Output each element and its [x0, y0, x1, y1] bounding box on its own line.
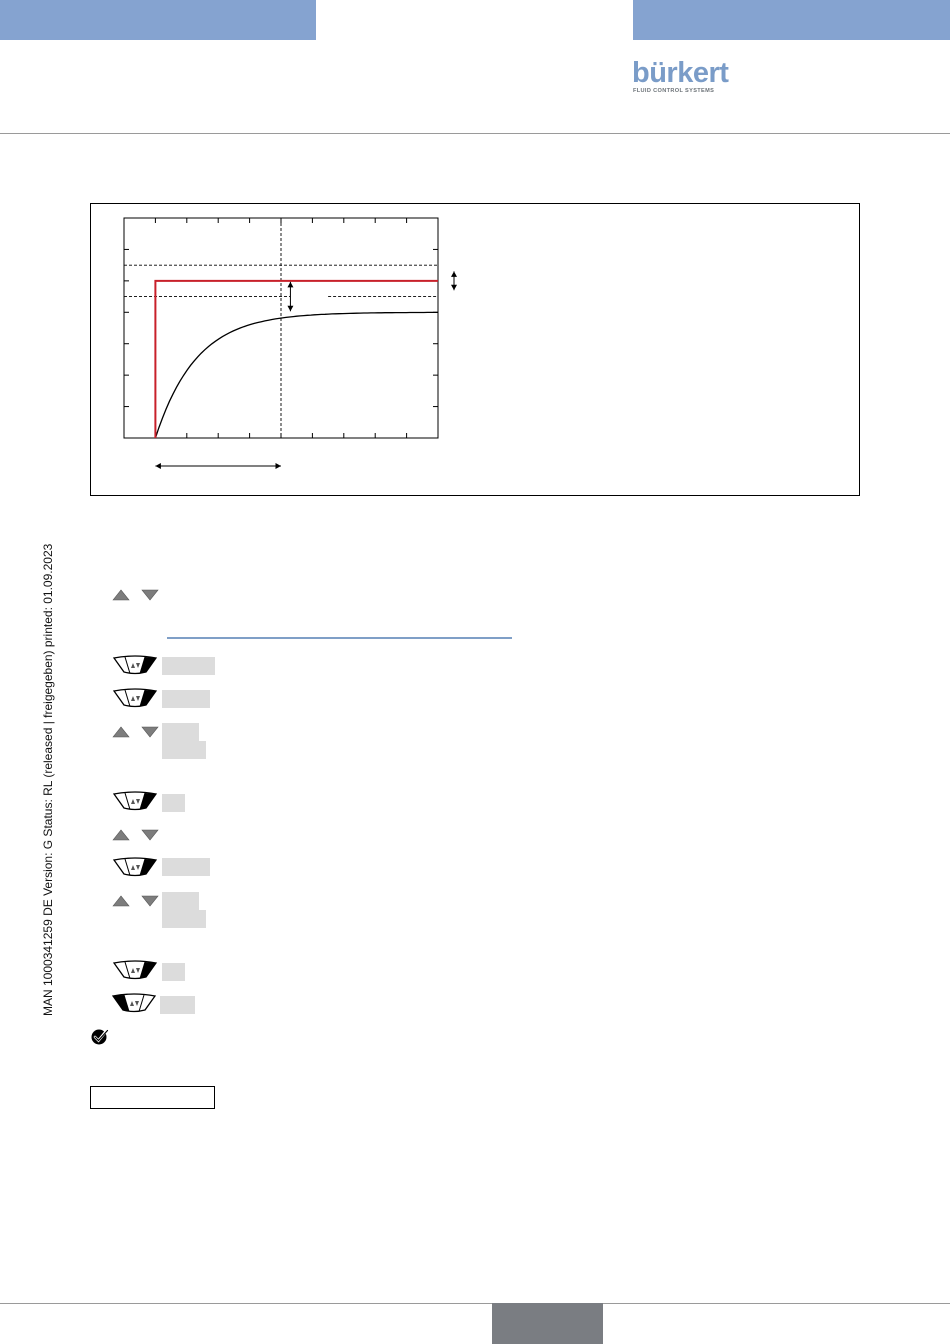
process-value-curve — [154, 311, 438, 439]
time-span-arrow-head — [155, 463, 161, 469]
menu-field — [162, 741, 206, 759]
header-band-right — [633, 0, 950, 40]
menu-field — [162, 892, 199, 910]
step-response-chart — [123, 217, 457, 469]
menu-field — [162, 963, 185, 981]
document-status-stamp: MAN 1000341259 DE Version: G Status: RL … — [41, 543, 55, 1016]
figure-frame — [90, 203, 860, 496]
deviation-arrow-head — [287, 281, 294, 288]
menu-field — [162, 910, 206, 928]
time-span-arrow-head — [275, 463, 281, 469]
right-softkey-icon — [112, 791, 158, 816]
up-down-arrow-keys-icon — [112, 588, 160, 607]
setpoint-step-line — [154, 279, 438, 438]
menu-field — [162, 723, 199, 741]
deviation-arrow-head — [287, 305, 294, 312]
logo-tagline: FLUID CONTROL SYSTEMS — [633, 88, 715, 94]
tolerance-arrow-head — [451, 271, 457, 277]
menu-field — [162, 858, 210, 876]
menu-field — [162, 690, 210, 708]
menu-field — [162, 657, 215, 675]
right-softkey-icon — [112, 655, 158, 680]
cross-reference-underline[interactable] — [167, 637, 512, 639]
menu-field — [160, 996, 195, 1014]
tolerance-arrow-head — [451, 284, 457, 291]
header-band-left — [0, 0, 316, 40]
up-down-arrow-keys-icon — [112, 828, 160, 847]
right-softkey-icon — [112, 688, 158, 713]
right-softkey-icon — [112, 857, 158, 882]
check-circle-icon — [91, 1028, 109, 1045]
logo-wordmark: bürkert — [632, 57, 729, 89]
menu-field — [162, 794, 185, 812]
header-rule — [0, 133, 950, 134]
outlined-box — [90, 1086, 215, 1109]
left-softkey-icon — [111, 993, 157, 1018]
up-down-arrow-keys-icon — [112, 725, 160, 744]
burkert-logo: bürkert FLUID CONTROL SYSTEMS — [632, 58, 732, 98]
up-down-arrow-keys-icon — [112, 894, 160, 913]
right-softkey-icon — [112, 960, 158, 985]
page-number-tab — [492, 1303, 603, 1344]
footer-rule — [0, 1303, 950, 1304]
